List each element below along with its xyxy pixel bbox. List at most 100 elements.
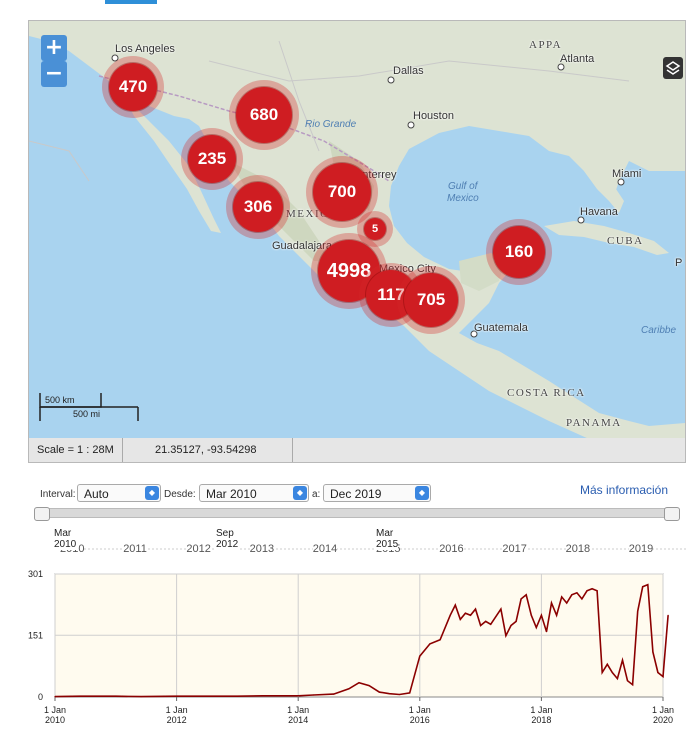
map-place-label: Miami [612,168,642,180]
map-place-label: PANAMA [566,417,622,429]
to-date-select[interactable]: Dec 2019 ◆ [323,484,431,502]
map-place-label: Mexico [447,193,479,204]
map-scale-readout: Scale = 1 : 28M [37,444,114,456]
data-point [566,602,568,604]
data-point [388,693,390,695]
series-line [54,583,669,698]
data-point [525,594,527,596]
data-point [201,695,203,697]
timeline-marker: Sep 2012 [216,528,239,550]
cluster-count: 306 [233,182,283,232]
map-cluster-marker[interactable]: 306 [226,175,290,239]
timeline-year-label: 2018 [565,543,591,555]
map-place-label: P [675,257,683,269]
data-point [439,639,441,641]
timeline-marker-year: 2012 [216,539,239,550]
chevron-down-icon: ◆ [293,486,307,500]
timeline-year-label: 2014 [312,543,338,555]
x-tick-label: 1 Jan [530,705,552,715]
data-point [398,693,401,696]
data-point [454,604,456,606]
data-point [419,655,421,657]
data-point [515,620,517,622]
city-dot-icon [111,54,119,62]
map-cluster-marker[interactable]: 705 [397,266,465,334]
data-point [576,592,578,594]
timeline-year-label: 2011 [123,543,147,555]
data-point [490,623,492,625]
timeline-marker-month: Mar [376,528,394,539]
cluster-count: 705 [404,273,458,327]
cluster-count: 700 [313,163,371,221]
map-coordinates-readout: 21.35127, -93.54298 [155,444,257,456]
layers-icon[interactable] [663,57,683,79]
data-point [510,624,512,627]
data-point [429,643,431,645]
timeline-year-label: 2016 [439,543,464,555]
data-point [520,598,522,600]
x-tick-label: 2018 [531,715,551,725]
to-label: a: [312,489,321,500]
data-point [140,696,142,698]
map-cluster-marker[interactable]: 470 [102,56,164,118]
city-dot-icon [407,121,415,129]
x-tick-label: 1 Jan [652,705,674,715]
data-point [581,598,583,600]
city-dot-icon [387,76,395,84]
data-point [297,695,299,697]
map-place-label: Guatemala [474,322,528,334]
timeline-marker: Mar 2010 [54,528,77,550]
timeline-marker-month: Sep [216,528,234,539]
data-point [312,694,314,696]
x-tick-label: 1 Jan [287,705,309,715]
map-cluster-marker[interactable]: 700 [306,156,378,228]
city-dot-icon [577,216,585,224]
data-point [571,594,573,596]
map-place-label: Atlanta [560,53,595,65]
y-tick-label: 0 [38,692,43,702]
map-place-label: Guadalajara [272,240,332,252]
map-cluster-marker[interactable]: 160 [486,219,552,285]
data-point [586,590,588,592]
map-place-label: Houston [413,110,454,122]
map-place-label: CUBA [607,235,644,247]
map-cluster-marker[interactable]: 235 [181,128,243,190]
more-info-link[interactable]: Más información [580,483,669,497]
x-tick-label: 1 Jan [409,705,431,715]
zoom-in-button[interactable]: + [41,35,67,61]
top-tab-indicator [105,0,157,4]
slider-start-handle[interactable] [34,507,50,521]
data-point [176,695,178,697]
timeline-year-label: 2013 [249,543,275,555]
interval-select[interactable]: Auto ◆ [77,484,161,502]
data-point [561,596,563,598]
to-date-value: Dec 2019 [330,487,382,501]
data-point [550,602,553,604]
interval-label: Interval: [40,489,76,500]
map-cluster-marker[interactable]: 5 [357,211,393,247]
data-point [642,586,644,588]
timeline-axis [60,548,686,550]
map-place-label: Gulf of [448,181,478,192]
cluster-count: 680 [236,87,292,143]
interval-value: Auto [84,487,109,501]
cluster-count: 5 [364,218,386,240]
x-tick-label: 2020 [653,715,673,725]
data-point [596,590,598,592]
map-cluster-marker[interactable]: 680 [229,80,299,150]
cluster-count: 470 [109,63,157,111]
map-viewport[interactable]: + − Los Angeles Dallas Atlanta Houston Monte… [28,20,686,440]
slider-end-handle[interactable] [664,507,680,521]
scale-km-label: 500 km [45,395,75,405]
time-range-slider[interactable] [34,507,680,521]
x-tick-label: 2016 [410,715,430,725]
from-date-select[interactable]: Mar 2010 ◆ [199,484,309,502]
map-place-label: COSTA RICA [507,387,586,399]
cluster-count: 235 [188,135,236,183]
city-dot-icon [557,63,565,71]
map-place-label: Havana [580,206,618,218]
zoom-out-button[interactable]: − [41,61,67,87]
data-point [530,614,532,616]
data-point [485,620,487,622]
map-place-label: Dallas [393,65,424,77]
